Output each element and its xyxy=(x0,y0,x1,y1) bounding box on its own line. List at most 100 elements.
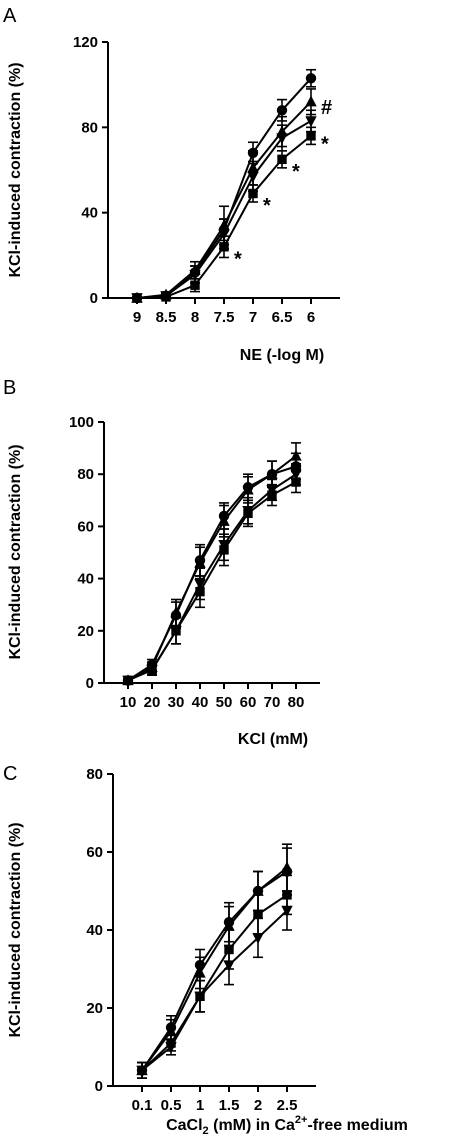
data-point-square xyxy=(219,545,229,555)
data-point-square xyxy=(123,675,133,686)
x-tick-label: 1 xyxy=(196,1097,204,1114)
panel-letter-c: C xyxy=(3,763,17,785)
significance-marker: * xyxy=(321,133,329,155)
significance-marker: * xyxy=(263,195,271,217)
data-point-triangle-up xyxy=(165,1025,177,1037)
data-point-square xyxy=(291,477,301,487)
x-tick-label: 70 xyxy=(264,694,281,711)
x-axis-title-b: KCl (mM) xyxy=(238,731,308,748)
panel-c: C KCl-induced contraction (%) CaCl2 (mM)… xyxy=(3,763,408,1137)
y-tick-label: 120 xyxy=(73,34,98,51)
x-tick-label: 80 xyxy=(288,694,305,711)
data-point-triangle-up xyxy=(218,514,230,526)
x-axis-title-a: NE (-log M) xyxy=(240,347,324,364)
x-tick-label: 50 xyxy=(216,694,233,711)
data-point-square xyxy=(161,292,171,302)
data-point-circle xyxy=(305,73,317,84)
x-tick-label: 10 xyxy=(120,694,137,711)
y-axis-title-c: KCl-induced contraction (%) xyxy=(7,822,24,1037)
y-tick-label: 20 xyxy=(77,623,94,640)
data-point-triangle-down xyxy=(281,905,293,917)
significance-marker: * xyxy=(292,161,300,183)
ticks-a: 0 40 80 120 9 8.5 8 7.5 7 6.5 6 xyxy=(73,34,340,326)
data-point-circle xyxy=(276,105,288,116)
data-point-square xyxy=(195,586,205,597)
data-point-square xyxy=(190,280,200,290)
data-point-square xyxy=(267,490,277,500)
data-point-square xyxy=(243,508,253,519)
y-tick-label: 80 xyxy=(81,119,98,136)
y-tick-label: 20 xyxy=(86,1000,103,1017)
data-point-triangle-up xyxy=(223,919,235,931)
panel-letter-a: A xyxy=(3,5,17,27)
y-tick-label: 0 xyxy=(86,675,94,692)
x-tick-label: 7 xyxy=(249,309,257,326)
data-point-triangle-up xyxy=(252,884,264,896)
panel-a: A KCl-induced contraction (%) NE (-log M… xyxy=(3,5,340,364)
data-point-square xyxy=(219,242,229,252)
y-tick-label: 100 xyxy=(69,414,94,431)
data-point-triangle-down xyxy=(247,171,259,183)
data-point-triangle-up xyxy=(281,861,293,873)
y-axis-title-b: KCl-induced contraction (%) xyxy=(7,444,24,659)
data-point-triangle-down xyxy=(165,1042,177,1054)
plot-area-a: # * * * * xyxy=(131,68,332,305)
data-point-triangle-down xyxy=(189,269,201,281)
data-point-triangle-up xyxy=(266,468,278,479)
data-point-square xyxy=(132,293,142,303)
significance-marker: * xyxy=(234,248,242,270)
y-tick-label: 60 xyxy=(86,844,103,861)
x-tick-label: 1.5 xyxy=(219,1097,240,1114)
data-point-triangle-up xyxy=(290,449,302,461)
x-tick-label: 7.5 xyxy=(214,309,235,326)
x-tick-label: 8 xyxy=(191,309,199,326)
x-tick-label: 6 xyxy=(307,309,315,326)
x-tick-label: 0.1 xyxy=(132,1097,153,1114)
x-tick-label: 60 xyxy=(240,694,257,711)
y-axis-title-a: KCl-induced contraction (%) xyxy=(7,62,24,277)
x-tick-label: 20 xyxy=(144,694,161,711)
y-tick-label: 80 xyxy=(86,766,103,783)
x-tick-label: 0.5 xyxy=(161,1097,182,1114)
panel-b: B KCl-induced contraction (%) KCl (mM) 0… xyxy=(3,377,320,748)
x-axis-title-c: CaCl2 (mM) in Ca2+-free medium xyxy=(166,1114,408,1137)
y-tick-label: 0 xyxy=(90,290,98,307)
data-point-square xyxy=(171,626,181,636)
series-line-triangle-up xyxy=(141,866,288,1071)
data-point-triangle-down xyxy=(305,116,317,128)
y-tick-label: 80 xyxy=(77,466,94,483)
data-point-triangle-down xyxy=(218,229,230,241)
plot-area-c xyxy=(136,843,293,1079)
series-line-square xyxy=(127,481,297,682)
data-point-square xyxy=(147,665,157,675)
x-tick-label: 8.5 xyxy=(156,309,177,326)
data-point-square xyxy=(248,188,258,199)
x-tick-label: 30 xyxy=(168,694,185,711)
significance-marker: # xyxy=(321,97,332,119)
data-point-square xyxy=(277,154,287,165)
panel-letter-b: B xyxy=(3,377,16,399)
y-tick-label: 40 xyxy=(77,571,94,588)
x-tick-label: 40 xyxy=(192,694,209,711)
series-line-square xyxy=(141,894,288,1072)
y-tick-label: 0 xyxy=(95,1078,103,1095)
series-line-triangle-down xyxy=(141,909,288,1072)
data-point-triangle-down xyxy=(136,1065,148,1077)
x-tick-label: 9 xyxy=(133,309,141,326)
data-point-square xyxy=(253,909,263,920)
x-tick-label: 6.5 xyxy=(272,309,293,326)
y-tick-label: 60 xyxy=(77,518,94,535)
data-point-triangle-up xyxy=(242,483,254,495)
data-point-triangle-up xyxy=(194,966,206,978)
data-point-triangle-down xyxy=(276,133,288,145)
data-point-triangle-down xyxy=(252,933,264,944)
data-point-square xyxy=(306,131,316,141)
y-tick-label: 40 xyxy=(81,205,98,222)
ticks-c: 0 20 40 60 80 0.1 0.5 1 1.5 2 2.5 xyxy=(86,766,316,1114)
data-point-triangle-up xyxy=(305,95,317,107)
data-point-triangle-up xyxy=(194,556,206,568)
x-tick-label: 2 xyxy=(254,1097,262,1114)
ticks-b: 0 20 40 60 80 100 10 20 30 40 50 60 70 80 xyxy=(69,414,320,711)
data-point-triangle-down xyxy=(223,960,235,972)
